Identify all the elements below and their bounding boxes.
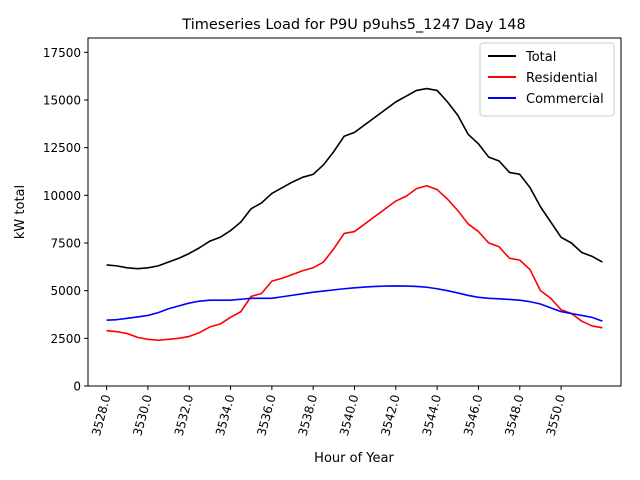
- series-line-commercial: [106, 285, 603, 322]
- y-tick-label: 2500: [50, 332, 81, 346]
- x-axis-label: Hour of Year: [314, 451, 394, 466]
- y-axis-label: kW total: [13, 185, 28, 239]
- plot-lines: [106, 87, 603, 342]
- legend-label-commercial: Commercial: [526, 92, 604, 107]
- y-tick-label: 12500: [43, 141, 81, 155]
- legend-label-total: Total: [525, 50, 556, 65]
- y-tick-label: 10000: [43, 189, 81, 203]
- series-line-residential: [106, 184, 603, 342]
- legend-label-residential: Residential: [526, 71, 598, 86]
- chart-title: Timeseries Load for P9U p9uhs5_1247 Day …: [181, 17, 525, 33]
- y-tick-label: 5000: [50, 284, 81, 298]
- y-axis: 0 2500 5000 7500 10000 12500 15000 17500: [43, 46, 88, 394]
- legend: Total Residential Commercial: [479, 42, 615, 117]
- series-line-total: [106, 87, 603, 270]
- y-tick-label: 7500: [50, 236, 81, 250]
- y-tick-label: 17500: [43, 46, 81, 60]
- y-tick-label: 0: [73, 380, 81, 394]
- y-tick-label: 15000: [43, 93, 81, 107]
